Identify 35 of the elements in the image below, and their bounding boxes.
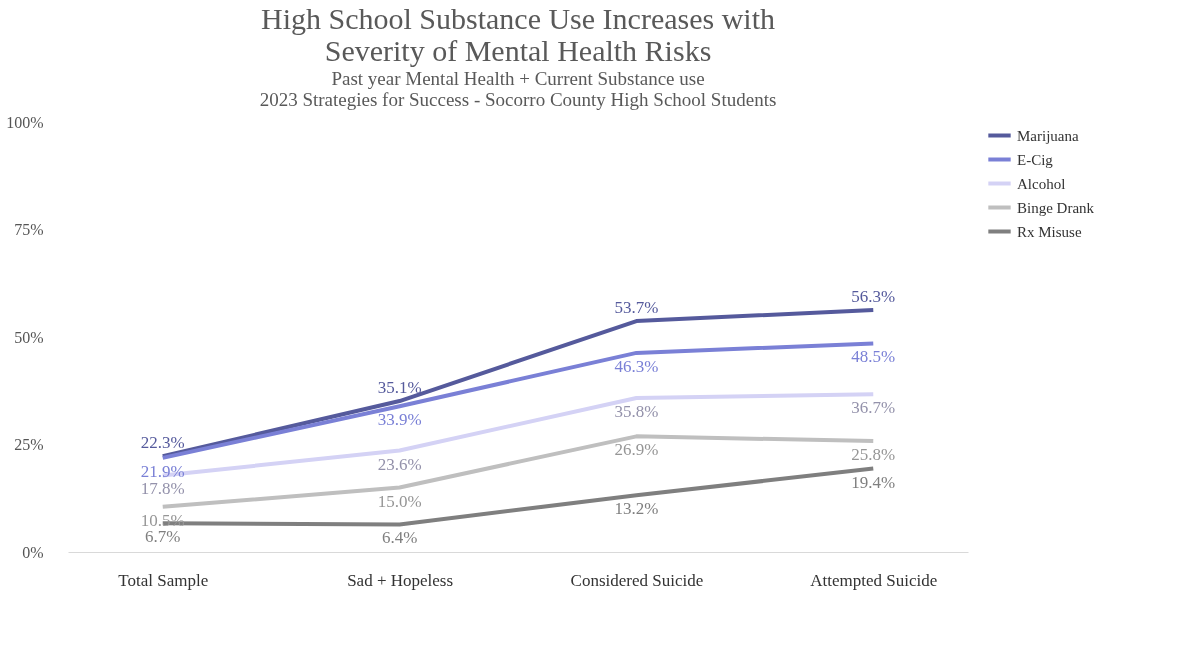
x-tick-label: Considered Suicide [570, 570, 704, 590]
x-tick-label: Attempted Suicide [810, 570, 938, 590]
data-label: 56.3% [851, 286, 896, 306]
data-label: 6.4% [381, 528, 418, 548]
y-tick-label: 0% [22, 543, 44, 561]
data-label: 33.9% [377, 410, 422, 430]
y-tick-label: 75% [14, 221, 44, 238]
y-tick-label: 25% [14, 436, 44, 453]
legend-label: E-Cig [1017, 151, 1054, 168]
data-label: 25.8% [851, 445, 896, 465]
y-tick-label: 100% [6, 113, 44, 131]
data-label: 35.1% [377, 378, 422, 398]
data-label: 13.2% [614, 499, 659, 519]
data-label: 17.8% [140, 479, 185, 499]
chart-title: High School Substance Use Increases with Severity of Mental Health Risks [260, 2, 776, 67]
data-label: 35.8% [614, 402, 659, 422]
legend-label: Rx Misuse [1017, 223, 1082, 240]
data-label: 53.7% [614, 298, 659, 318]
data-label: 6.7% [145, 527, 181, 547]
legend-label: Marijuana [1017, 127, 1079, 144]
data-label: 19.4% [851, 472, 896, 492]
data-label: 36.7% [851, 398, 896, 418]
data-label: 48.5% [851, 347, 896, 367]
data-label: 46.3% [614, 356, 659, 376]
legend-label: Binge Drank [1017, 199, 1095, 216]
data-label: 21.9% [140, 461, 185, 481]
data-label: 15.0% [377, 491, 422, 511]
x-tick-label: Sad + Hopeless [347, 570, 454, 590]
y-tick-label: 50% [14, 328, 44, 346]
data-label: 22.3% [140, 433, 185, 453]
data-label: 26.9% [614, 440, 659, 460]
x-tick-label: Total Sample [118, 570, 209, 590]
data-label: 23.6% [377, 454, 422, 474]
chart-subtitle: Past year Mental Health + Current Substance use 2023 Strategies for Success - Socorro County High School Students [259, 68, 777, 110]
legend-label: Alcohol [1017, 175, 1066, 192]
